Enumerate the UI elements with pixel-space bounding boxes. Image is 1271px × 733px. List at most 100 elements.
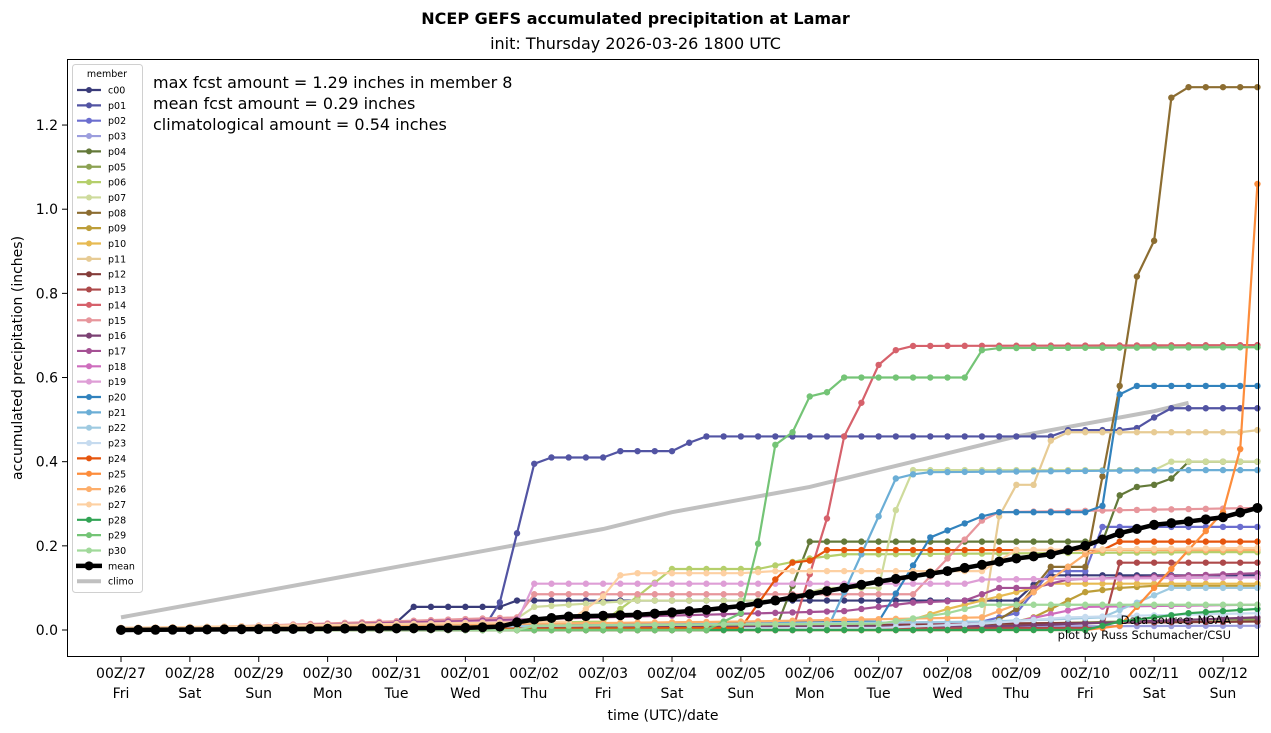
data-point-mean [735, 601, 746, 612]
legend-item-p06: p06 [77, 178, 126, 189]
data-point-p07 [1219, 458, 1227, 465]
data-point-p19 [1185, 574, 1192, 582]
data-point-p21 [995, 468, 1003, 475]
data-point-mean [649, 608, 660, 619]
legend-label: p26 [108, 485, 126, 496]
data-point-p29 [961, 374, 968, 381]
data-point-p19 [1082, 575, 1089, 582]
data-point-p24 [944, 546, 951, 554]
data-point-p29 [909, 374, 917, 381]
data-point-p19 [1116, 575, 1123, 582]
data-point-p01 [995, 433, 1003, 440]
data-point-mean [1183, 516, 1194, 527]
data-point-p23 [978, 620, 986, 627]
data-point-p01 [1168, 405, 1175, 412]
data-point-p17 [840, 607, 848, 615]
data-point-p24 [875, 546, 882, 554]
data-point-p15 [1150, 506, 1158, 513]
data-point-p29 [1185, 344, 1192, 351]
data-point-p07 [617, 598, 624, 605]
data-point-mean [357, 623, 368, 634]
data-point-p11 [1202, 429, 1209, 436]
data-point-p21 [1185, 466, 1192, 474]
data-point-p17 [909, 599, 917, 606]
data-point-mean [116, 625, 126, 635]
data-point-p08 [1168, 94, 1175, 101]
data-point-p15 [686, 591, 693, 598]
data-point-p11 [1030, 481, 1037, 489]
data-point-p01 [978, 433, 986, 440]
data-point-p09 [1099, 586, 1106, 594]
data-point-p19 [1202, 574, 1209, 581]
x-tick-label-day: Sun [728, 686, 755, 702]
legend-title: member [87, 69, 127, 80]
data-point-p23 [995, 619, 1003, 626]
data-point-p08 [1150, 237, 1158, 244]
data-point-p30 [1133, 601, 1141, 608]
data-point-p07 [703, 597, 710, 604]
legend-item-p05: p05 [77, 162, 126, 173]
data-point-p10 [1116, 580, 1123, 587]
data-point-p29 [1168, 344, 1175, 351]
data-point-p13 [1116, 559, 1123, 566]
data-point-p01 [1013, 433, 1020, 440]
data-point-p27 [858, 567, 865, 575]
data-point-p30 [1064, 601, 1072, 608]
data-point-p01 [737, 433, 745, 440]
x-tick-label-date: 00Z/29 [234, 666, 284, 682]
x-axis-label: time (UTC)/date [607, 708, 718, 724]
x-tick-label-date: 00Z/03 [578, 666, 628, 682]
data-point-p15 [1168, 506, 1175, 513]
data-point-p26 [995, 607, 1003, 615]
data-point-p13 [1150, 559, 1158, 566]
legend-label: p01 [108, 101, 126, 112]
legend-label: p23 [108, 439, 126, 450]
data-point-p29 [1150, 344, 1158, 351]
data-point-p04 [1116, 492, 1123, 499]
data-point-p19 [909, 580, 917, 587]
data-point-p30 [634, 621, 641, 629]
legend-item-p21: p21 [77, 408, 126, 419]
data-point-p29 [1116, 344, 1123, 351]
data-point-p01 [1030, 433, 1037, 440]
data-point-p23 [1013, 617, 1020, 625]
data-point-p27 [1030, 546, 1037, 554]
data-point-p07 [668, 597, 676, 604]
data-point-p08 [1133, 273, 1141, 280]
data-point-p26 [1047, 576, 1055, 583]
data-point-p24 [978, 546, 986, 554]
series-layer [116, 83, 1263, 635]
data-point-p27 [772, 567, 779, 575]
data-point-p08 [1237, 83, 1244, 91]
x-tick-label-day: Fri [113, 686, 130, 702]
data-point-p27 [737, 569, 745, 577]
data-point-mean [942, 566, 953, 577]
data-point-mean [856, 579, 867, 590]
data-point-p08 [1047, 563, 1055, 571]
data-point-mean [219, 624, 230, 635]
x-tick-label-day: Mon [795, 686, 825, 702]
data-point-p08 [1254, 83, 1261, 91]
x-tick-label-date: 00Z/06 [785, 666, 835, 682]
data-point-p07 [634, 597, 641, 604]
credit-data-source: Data source: NOAA [1121, 613, 1231, 627]
data-point-p30 [582, 622, 590, 629]
data-point-p28 [1030, 626, 1037, 634]
data-point-p29 [1219, 344, 1227, 351]
data-point-mean [976, 559, 987, 570]
data-point-p01 [513, 530, 521, 537]
data-point-p30 [806, 620, 813, 628]
data-point-p29 [995, 344, 1003, 352]
legend-item-p10: p10 [77, 239, 126, 250]
data-point-p15 [1116, 507, 1123, 514]
data-point-p30 [1219, 601, 1227, 608]
data-point-p30 [840, 620, 848, 628]
data-point-p02 [1237, 523, 1244, 531]
x-tick-label-date: 00Z/12 [1198, 666, 1248, 682]
legend-label: mean [108, 561, 135, 572]
data-point-p13 [1254, 559, 1261, 566]
data-point-p25 [1202, 527, 1209, 535]
data-point-p27 [823, 567, 831, 575]
data-point-p15 [1133, 506, 1141, 514]
data-point-p13 [1237, 559, 1244, 566]
